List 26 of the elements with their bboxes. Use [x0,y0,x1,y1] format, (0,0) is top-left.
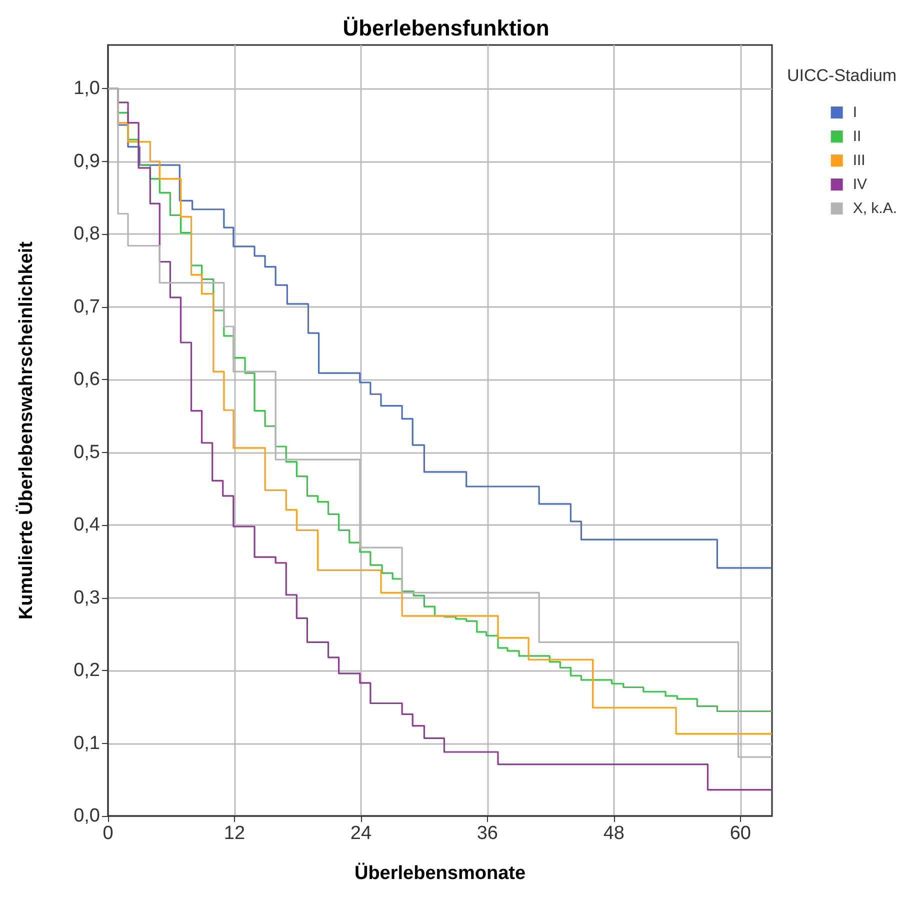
y-tick-label: 0,5 [74,442,100,463]
y-tick-label: 0,1 [74,732,100,754]
x-tick-label: 60 [730,823,751,844]
y-tick-label: 0,3 [74,587,100,608]
y-tick-label: 0,7 [74,296,100,318]
x-tick-label: 48 [603,823,624,844]
y-tick-label: 1,0 [74,78,100,100]
x-tick-label: 24 [350,823,372,844]
y-tick-label: 0,4 [74,514,100,536]
legend-label: X, k.A. [852,200,898,217]
legend-label: IV [852,176,868,193]
y-axis-title: Kumulierte Überlebenswahrscheinlichkeit [15,240,37,620]
y-tick-label: 0,0 [74,806,100,826]
legend-label: II [852,128,862,145]
y-tick-label: 0,8 [74,224,100,245]
y-tick-label: 0,9 [74,150,100,172]
x-tick-label: 36 [476,823,498,844]
legend-label: III [852,152,866,169]
x-tick-label: 12 [224,823,246,844]
y-tick-label: 0,6 [74,369,100,390]
chart-title: Überlebensfunktion [342,16,550,40]
x-tick-label: 0 [102,823,114,844]
x-axis-title: Überlebensmonate [354,862,526,884]
legend-title: UICC-Stadium [787,66,897,85]
legend-label: I [852,104,857,121]
y-tick-label: 0,2 [74,660,100,682]
